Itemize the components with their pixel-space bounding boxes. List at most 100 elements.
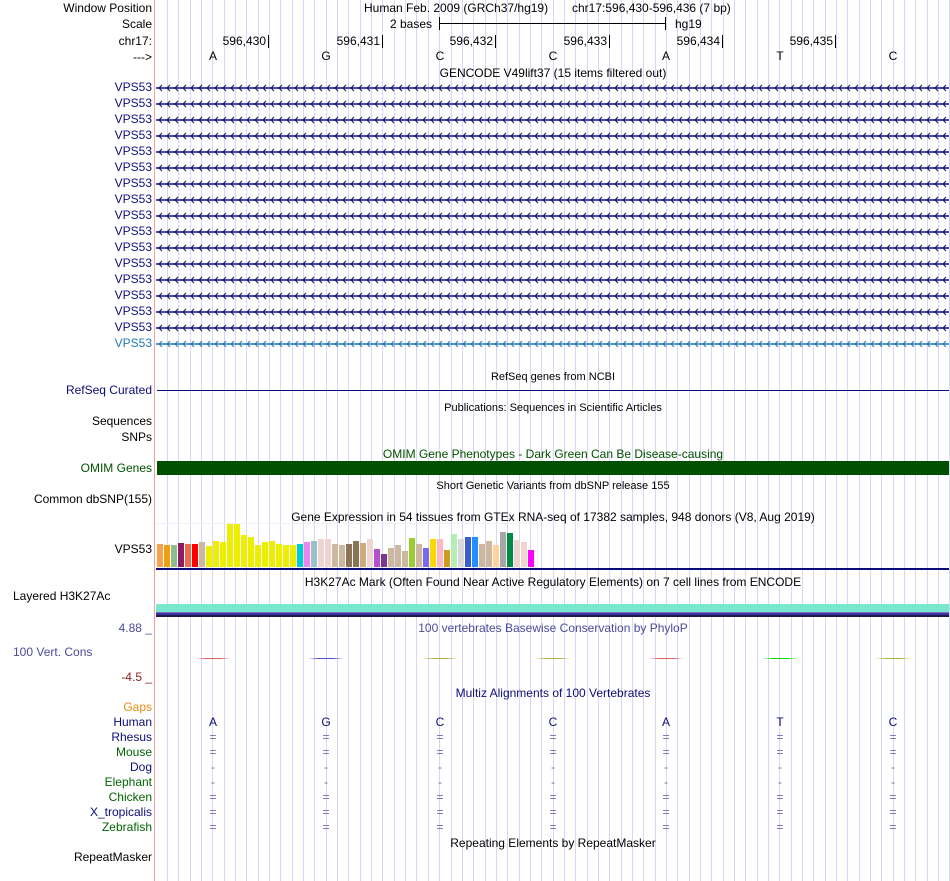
gtex-tissue-bar[interactable] <box>234 524 240 567</box>
gtex-tissue-bar[interactable] <box>227 524 233 567</box>
refseq-gene-line[interactable] <box>157 390 949 391</box>
gtex-tissue-bar[interactable] <box>220 542 226 567</box>
gene-label[interactable]: VPS53 <box>114 192 152 206</box>
gtex-tissue-bar[interactable] <box>346 544 352 567</box>
phylop-label[interactable]: 100 Vert. Cons <box>13 645 93 659</box>
gene-model[interactable] <box>156 240 949 255</box>
gtex-tissue-bar[interactable] <box>241 535 247 567</box>
gtex-tissue-bar[interactable] <box>178 543 184 567</box>
snps-label[interactable]: SNPs <box>121 430 152 444</box>
gtex-tissue-bar[interactable] <box>521 542 527 567</box>
gtex-gene-label[interactable]: VPS53 <box>114 542 152 556</box>
gtex-tissue-bar[interactable] <box>479 544 485 567</box>
gtex-tissue-bar[interactable] <box>339 545 345 567</box>
gtex-tissue-bar[interactable] <box>192 544 198 567</box>
gtex-tissue-bar[interactable] <box>528 550 534 567</box>
gene-label[interactable]: VPS53 <box>114 256 152 270</box>
gtex-tissue-bar[interactable] <box>206 546 212 567</box>
gtex-tissue-bar[interactable] <box>402 551 408 567</box>
species-label[interactable]: Zebrafish <box>101 820 152 834</box>
species-label[interactable]: Dog <box>129 760 152 774</box>
species-label[interactable]: Mouse <box>115 745 152 759</box>
gtex-tissue-bar[interactable] <box>255 545 261 567</box>
gtex-tissue-bar[interactable] <box>423 548 429 567</box>
gtex-tissue-bar[interactable] <box>507 533 513 567</box>
omim-gene-bar[interactable] <box>157 461 949 475</box>
gtex-tissue-bar[interactable] <box>388 548 394 567</box>
gene-label[interactable]: VPS53 <box>114 304 152 318</box>
gene-label[interactable]: VPS53 <box>114 112 152 126</box>
species-label[interactable]: Rhesus <box>111 730 152 744</box>
gtex-bar-chart[interactable] <box>157 524 537 567</box>
dbsnp-label[interactable]: Common dbSNP(155) <box>33 492 152 506</box>
gtex-tissue-bar[interactable] <box>465 537 471 567</box>
gtex-tissue-bar[interactable] <box>248 537 254 567</box>
gtex-tissue-bar[interactable] <box>367 539 373 567</box>
gene-model[interactable] <box>156 224 949 239</box>
gtex-tissue-bar[interactable] <box>374 549 380 567</box>
gtex-tissue-bar[interactable] <box>500 532 506 567</box>
gene-model[interactable] <box>156 144 949 159</box>
gene-label[interactable]: VPS53 <box>114 272 152 286</box>
gene-label[interactable]: VPS53 <box>114 320 152 334</box>
gtex-tissue-bar[interactable] <box>311 541 317 567</box>
species-label[interactable]: Human <box>113 715 152 729</box>
multiz-gaps-label[interactable]: Gaps <box>123 700 152 714</box>
gene-model[interactable] <box>156 336 949 351</box>
gtex-tissue-bar[interactable] <box>157 544 163 567</box>
gtex-tissue-bar[interactable] <box>395 545 401 567</box>
gtex-tissue-bar[interactable] <box>430 539 436 567</box>
gene-model[interactable] <box>156 288 949 303</box>
gene-model[interactable] <box>156 320 949 335</box>
gtex-tissue-bar[interactable] <box>493 545 499 567</box>
gtex-tissue-bar[interactable] <box>451 534 457 567</box>
gtex-tissue-bar[interactable] <box>360 543 366 567</box>
repeatmasker-label[interactable]: RepeatMasker <box>73 850 152 864</box>
gene-model[interactable] <box>156 272 949 287</box>
species-label[interactable]: Elephant <box>104 775 152 789</box>
gene-model[interactable] <box>156 176 949 191</box>
gene-model[interactable] <box>156 192 949 207</box>
h3k27ac-label[interactable]: Layered H3K27Ac <box>13 589 111 603</box>
gtex-tissue-bar[interactable] <box>185 544 191 567</box>
species-label[interactable]: Chicken <box>108 790 152 804</box>
gtex-tissue-bar[interactable] <box>213 541 219 567</box>
gene-label[interactable]: VPS53 <box>114 208 152 222</box>
gtex-tissue-bar[interactable] <box>486 541 492 567</box>
gtex-tissue-bar[interactable] <box>444 550 450 567</box>
gtex-tissue-bar[interactable] <box>437 539 443 567</box>
gene-model[interactable] <box>156 80 949 95</box>
gene-label[interactable]: VPS53 <box>114 96 152 110</box>
gtex-tissue-bar[interactable] <box>304 542 310 567</box>
refseq-label[interactable]: RefSeq Curated <box>65 383 152 397</box>
gtex-tissue-bar[interactable] <box>164 545 170 567</box>
gtex-tissue-bar[interactable] <box>318 539 324 567</box>
gene-model[interactable] <box>156 208 949 223</box>
gene-model[interactable] <box>156 112 949 127</box>
gtex-tissue-bar[interactable] <box>416 544 422 567</box>
gene-label[interactable]: VPS53 <box>114 128 152 142</box>
gtex-tissue-bar[interactable] <box>514 540 520 567</box>
gtex-tissue-bar[interactable] <box>458 539 464 567</box>
gtex-tissue-bar[interactable] <box>171 545 177 567</box>
gene-model[interactable] <box>156 160 949 175</box>
gene-label[interactable]: VPS53 <box>114 240 152 254</box>
gtex-tissue-bar[interactable] <box>409 538 415 567</box>
species-label[interactable]: X_tropicalis <box>89 805 152 819</box>
gtex-tissue-bar[interactable] <box>290 545 296 567</box>
gtex-tissue-bar[interactable] <box>199 542 205 567</box>
gtex-tissue-bar[interactable] <box>283 545 289 567</box>
gtex-tissue-bar[interactable] <box>353 541 359 567</box>
gtex-tissue-bar[interactable] <box>276 544 282 567</box>
gene-label[interactable]: VPS53 <box>114 176 152 190</box>
gene-model[interactable] <box>156 96 949 111</box>
h3k27ac-signal[interactable] <box>156 604 949 617</box>
pubs-label[interactable]: Sequences <box>91 414 152 428</box>
gene-label[interactable]: VPS53 <box>114 288 152 302</box>
gene-model[interactable] <box>156 304 949 319</box>
gtex-tissue-bar[interactable] <box>381 554 387 567</box>
gene-label[interactable]: VPS53 <box>114 224 152 238</box>
gtex-tissue-bar[interactable] <box>269 541 275 567</box>
gene-label[interactable]: VPS53 <box>114 144 152 158</box>
omim-label[interactable]: OMIM Genes <box>80 461 152 475</box>
